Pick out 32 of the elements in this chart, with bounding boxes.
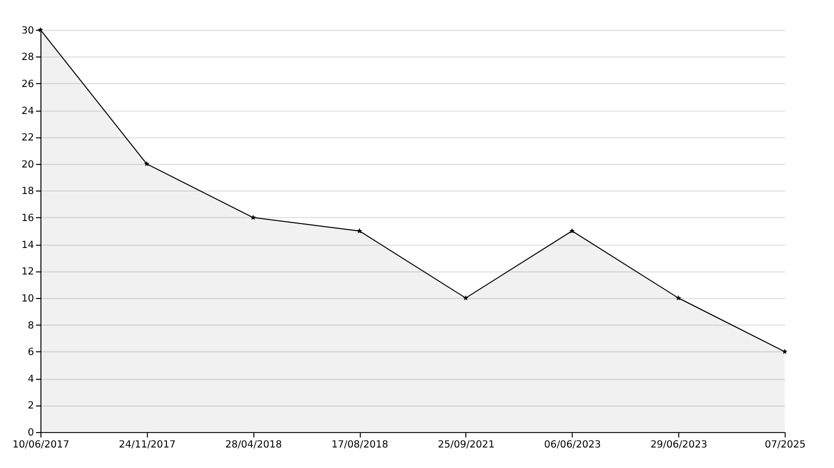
point (356, 228, 362, 234)
point (250, 214, 256, 220)
point (38, 26, 44, 32)
y-tick-label: 8 (28, 320, 34, 332)
y-tick-label: 2 (28, 400, 34, 412)
y-tick-label: 6 (28, 347, 34, 358)
x-tick-label: 24/11/2017 (118, 439, 176, 450)
x-tick-label: 25/09/2021 (438, 439, 495, 450)
y-tick-label: 0 (28, 428, 34, 439)
x-tick-label: 10/06/2017 (12, 439, 70, 450)
y-tick-label: 22 (21, 132, 34, 144)
y-tick-label: 30 (21, 25, 34, 36)
y-tick-label: 14 (21, 240, 34, 251)
point (144, 161, 150, 166)
y-tick-label: 16 (21, 213, 34, 224)
y-tick-label: 10 (21, 293, 34, 304)
point (569, 228, 575, 234)
point (462, 295, 468, 300)
y-tick-label: 4 (28, 374, 34, 385)
x-tick-label: 07/2025 (764, 439, 806, 450)
y-tick-label: 18 (21, 186, 34, 198)
x-tick-label: 06/06/2023 (544, 439, 601, 450)
y-tick-label: 26 (21, 78, 34, 90)
x-tick-label: 28/04/2018 (225, 439, 282, 450)
x-tick-label: 17/08/2018 (332, 439, 388, 450)
y-tick-label: 12 (21, 266, 34, 278)
y-tick-label: 20 (21, 159, 34, 170)
y-tick-label: 28 (21, 52, 34, 64)
x-tick-label: 29/06/2023 (650, 439, 708, 450)
y-tick-label: 24 (21, 106, 34, 117)
point (782, 348, 788, 354)
point (676, 295, 682, 300)
